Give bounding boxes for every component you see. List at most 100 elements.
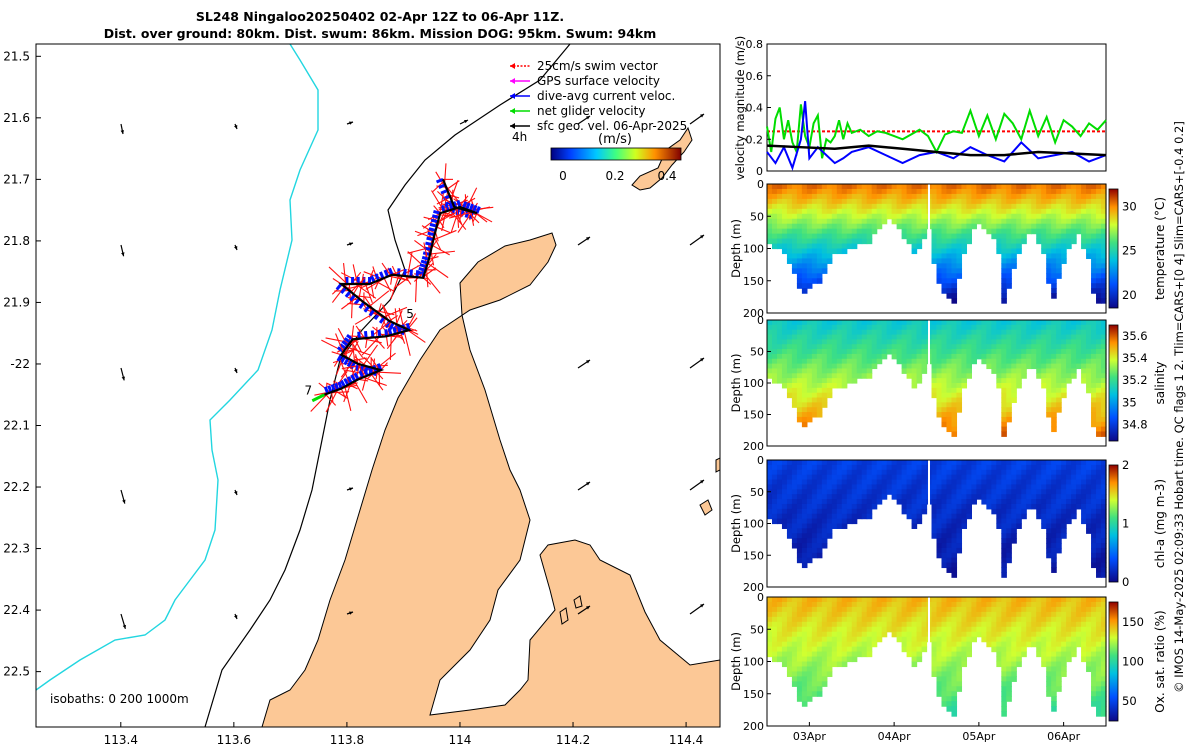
section-cell bbox=[861, 363, 868, 370]
section-cell bbox=[931, 349, 938, 355]
section-cell bbox=[836, 334, 843, 340]
section-cell bbox=[1096, 691, 1102, 697]
section-cell bbox=[791, 358, 798, 365]
section-cell bbox=[1101, 681, 1107, 687]
section-cell bbox=[931, 339, 938, 345]
section-cell bbox=[771, 499, 778, 505]
section-cell bbox=[846, 203, 853, 210]
net-velocity-vector bbox=[311, 393, 325, 403]
section-cell bbox=[1096, 597, 1102, 603]
section-cell bbox=[1076, 464, 1082, 471]
section-cell bbox=[767, 474, 773, 481]
section-cell bbox=[801, 344, 808, 350]
section-cell bbox=[936, 681, 943, 687]
section-cell bbox=[1001, 621, 1007, 628]
section-cell bbox=[816, 651, 823, 658]
section-cell bbox=[876, 344, 883, 350]
section-cell bbox=[861, 508, 868, 515]
section-cell bbox=[791, 666, 798, 673]
section-cell bbox=[861, 489, 868, 495]
section-cell bbox=[866, 611, 873, 618]
section-cell bbox=[991, 223, 997, 230]
section-cell bbox=[841, 188, 848, 195]
swim-vector bbox=[375, 280, 394, 292]
section-cell bbox=[801, 208, 808, 215]
section-cell bbox=[1006, 631, 1012, 638]
section-cell bbox=[951, 334, 958, 340]
section-cell bbox=[841, 233, 848, 240]
section-cell bbox=[871, 208, 878, 215]
section-cell bbox=[946, 243, 953, 250]
section-cell bbox=[936, 621, 943, 628]
section-cell bbox=[1006, 474, 1012, 481]
section-cell bbox=[916, 223, 923, 230]
section-cell bbox=[956, 547, 963, 554]
section-cell bbox=[1046, 213, 1052, 220]
section-cell bbox=[921, 320, 928, 326]
section-cell bbox=[971, 184, 977, 190]
section-cell bbox=[1046, 329, 1052, 336]
section-cell bbox=[1046, 218, 1052, 225]
section-cell bbox=[796, 253, 803, 260]
section-cell bbox=[941, 543, 948, 549]
section-cell bbox=[1001, 646, 1007, 653]
section-cell bbox=[966, 611, 972, 618]
section-cell bbox=[1101, 616, 1107, 623]
section-cell bbox=[1011, 538, 1017, 544]
section-cell bbox=[1081, 238, 1087, 245]
section-cell bbox=[911, 203, 918, 210]
section-cell bbox=[866, 508, 873, 515]
section-cell bbox=[1066, 188, 1072, 195]
section-cell bbox=[896, 469, 903, 476]
section-cell bbox=[821, 661, 828, 668]
section-cell bbox=[1101, 474, 1107, 481]
section-cell bbox=[771, 320, 778, 326]
section-cell bbox=[1061, 484, 1067, 490]
section-cell bbox=[1091, 621, 1097, 628]
section-cell bbox=[1081, 601, 1087, 608]
section-cell bbox=[941, 273, 948, 279]
section-cell bbox=[976, 474, 982, 481]
section-cell bbox=[976, 464, 982, 471]
swim-vector bbox=[373, 337, 385, 349]
swim-vector bbox=[407, 251, 413, 277]
section-cell bbox=[951, 562, 958, 569]
section-cell bbox=[826, 631, 833, 638]
section-cell bbox=[846, 349, 853, 355]
section-cell bbox=[841, 218, 848, 225]
section-cell bbox=[776, 508, 783, 515]
section-cell bbox=[841, 474, 848, 481]
section-cell bbox=[1051, 499, 1057, 505]
section-cell bbox=[1001, 489, 1007, 495]
section-ytick-label: 150 bbox=[743, 409, 764, 422]
section-cell bbox=[1021, 353, 1027, 360]
section-cell bbox=[946, 528, 953, 534]
section-cell bbox=[1036, 626, 1042, 633]
section-cell bbox=[956, 263, 963, 269]
section-cell bbox=[1021, 601, 1027, 608]
section-cell bbox=[866, 499, 873, 505]
section-cell bbox=[811, 358, 818, 365]
current-vector bbox=[330, 383, 336, 392]
section-cell bbox=[911, 188, 918, 195]
section-cell bbox=[786, 474, 793, 481]
section-cell bbox=[1051, 503, 1057, 510]
section-cell bbox=[1101, 661, 1107, 668]
section-cell bbox=[841, 651, 848, 658]
section-cell bbox=[956, 474, 963, 481]
section-cell bbox=[1061, 601, 1067, 608]
section-cell bbox=[1081, 641, 1087, 648]
section-cell bbox=[841, 223, 848, 230]
section-cell bbox=[1071, 353, 1077, 360]
section-cell bbox=[946, 288, 953, 294]
section-cell bbox=[816, 646, 823, 653]
section-cell bbox=[981, 320, 987, 326]
section-cell bbox=[1056, 661, 1062, 668]
section-cell bbox=[1076, 641, 1082, 648]
section-cell bbox=[776, 503, 783, 510]
section-cell bbox=[1086, 363, 1092, 370]
section-cell bbox=[791, 233, 798, 240]
section-cell bbox=[821, 636, 828, 643]
section-cell bbox=[1081, 373, 1087, 379]
section-cell bbox=[911, 523, 918, 529]
